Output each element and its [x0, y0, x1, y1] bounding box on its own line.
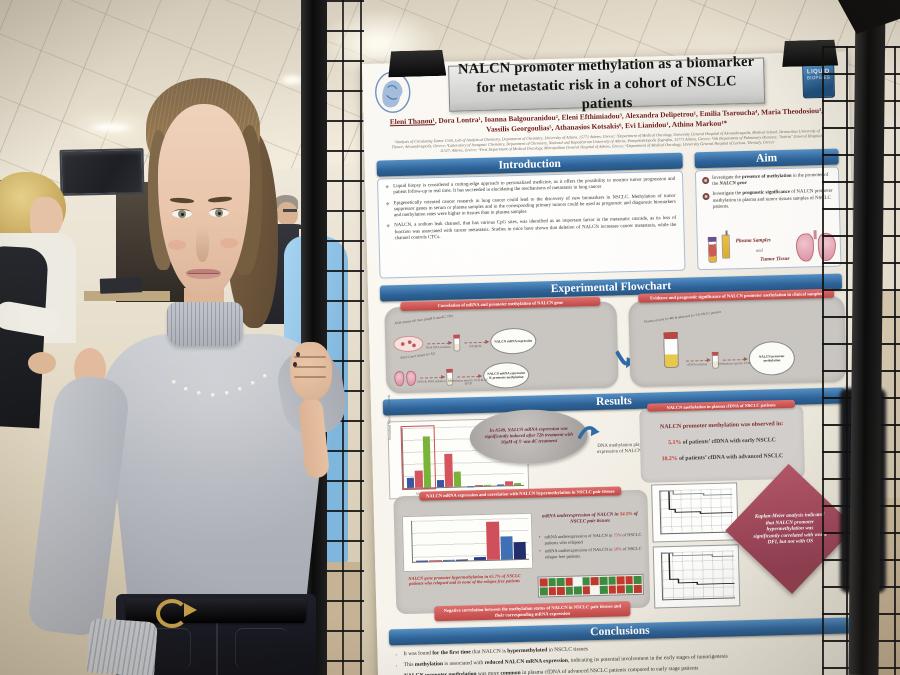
flow-arrow: DNA & RNA isolation [417, 376, 446, 384]
belt-buckle-icon [156, 599, 188, 628]
background-woman-hand [28, 352, 56, 374]
target-icon [702, 193, 710, 201]
painted-nail [296, 352, 300, 357]
target-icon [702, 176, 710, 185]
bar-chart-plot [410, 517, 530, 563]
flow-row-cells: Total RNA isolation RT-qPCR NALCN mRNA e… [393, 327, 537, 358]
pair-tissues-headline: mRNA underexpression of NALCN in 54.5% o… [541, 511, 638, 525]
methylation-heatmap [537, 573, 644, 598]
plasma-samples-label: Plasma Samples [735, 237, 771, 245]
belt-buckle-tip [184, 603, 197, 617]
flow-result-circle: NALCN promoter methylation [748, 340, 796, 376]
and-label: and [755, 247, 763, 253]
pearl-bead [225, 391, 229, 395]
research-poster: NALCN promoter methylation as a biomarke… [362, 51, 865, 675]
laptop [99, 277, 143, 294]
binder-clip-left [388, 50, 447, 78]
results-bubble: In A549, NALCN mRNA expression was signi… [469, 408, 589, 466]
suit-man-glasses [283, 209, 297, 212]
flow-arrow: Methylation specific PCR [717, 358, 751, 366]
flow-arrow: RT-qPCR [464, 341, 487, 348]
pearl-bead [238, 387, 242, 391]
pearl-bead [211, 393, 215, 397]
ceiling-light [278, 74, 306, 86]
syringe-icon [721, 234, 731, 259]
aim-bullet: Investigate the prognostic significance … [702, 189, 833, 211]
pearl-bead [184, 387, 188, 391]
kaplan-meier-plot-os [651, 482, 739, 543]
pearl-bead [251, 381, 255, 385]
woman-hand-on-pole [290, 342, 332, 400]
intro-bullet: ❖ NALCN, a sodium leak channel, that has … [386, 216, 677, 242]
flow-row-tissues: DNA & RNA isolation Methylation specific… [394, 361, 530, 392]
flow-row-clinical: cfDNA isolation Methylation specific PCR… [685, 340, 796, 378]
pearl-bead [263, 374, 267, 378]
display-stand-wire-grid-left [324, 0, 364, 675]
suit-man-face [277, 202, 298, 226]
plasma-box-early: 5.1% of patients’ cfDNA with early NSCLC [668, 437, 776, 447]
pair-tissues-bullets: ‣ mRNA underexpression of NALCN in 75% of… [538, 531, 642, 560]
desk [84, 291, 170, 301]
background-woman-face [30, 197, 63, 239]
painted-nail [293, 362, 297, 367]
poster-title-box: NALCN promoter methylation as a biomarke… [448, 53, 766, 112]
bullet-icon: ❖ [386, 223, 391, 229]
flow-arrow: Total RNA isolation [425, 342, 451, 349]
section-header-aim: Aim [694, 148, 839, 169]
flow-result-circle: NALCN mRNA expression [489, 327, 537, 355]
flow-arrow: cfDNA isolation [685, 359, 708, 366]
sweater-cuff [86, 617, 158, 675]
aim-bullet: Investigate the presence of methylation … [702, 173, 832, 189]
sweater-turtleneck-collar [167, 302, 243, 346]
blood-tube-icon [707, 236, 718, 264]
bullet-icon: ❖ [385, 184, 390, 190]
woman-nose [196, 226, 209, 262]
kaplan-meier-plot-dfi [652, 544, 741, 609]
woman-eye [172, 209, 192, 218]
woman-lips [186, 269, 221, 279]
flowchart-clinical-box: Evidence and prognostic significance of … [628, 288, 847, 388]
pearl-bead [172, 380, 176, 384]
plasma-box-advanced: 10.2% of patients’ cfDNA with advanced N… [661, 453, 784, 463]
aim-panel: Investigate the presence of methylation … [694, 166, 842, 271]
cells-icon [393, 335, 424, 353]
intro-bullet: ❖ Epigenetically oriented cancer research… [385, 193, 676, 219]
plasma-box-line1: NALCN promoter methylation was observed … [659, 421, 784, 431]
blood-tube-icon [663, 331, 680, 369]
pair-tissues-bar-chart [401, 512, 534, 573]
hypermethylation-note: NALCN gene promoter hypermethylation in … [408, 573, 521, 587]
flow-arrow: Methylation specific PCR & RT-qPCR [447, 375, 489, 386]
lung-icon [394, 369, 417, 388]
tv-screen [59, 148, 145, 196]
ceiling-light [80, 120, 142, 135]
bullet-icon: ❖ [385, 200, 390, 207]
diamond-text: Kaplan-Meier analysis indicated that NAL… [753, 511, 828, 546]
flowchart-cell-lines-box: Correlation of mRNA and promoter methyla… [384, 296, 619, 394]
introduction-panel: ❖ Liquid biopsy is considered a cutting-e… [377, 170, 686, 279]
plasma-cohort-label: Plasma of early (n=88) & advanced (n=74)… [643, 309, 722, 324]
woman-eye [209, 208, 229, 217]
pearl-bead [197, 391, 201, 395]
curved-arrow-icon [577, 424, 601, 448]
pair-tissues-box: NALCN mRNA expression and correlation wi… [393, 486, 651, 615]
woman-belt [126, 598, 306, 628]
tumor-tissue-label: Tumor Tissue [760, 255, 790, 263]
aim-sample-icons: Plasma Samples and Tumor Tissue [704, 230, 837, 267]
cell-lines-label: A549 treated cell lines (10μM 5'-aza-dC,… [394, 313, 453, 326]
